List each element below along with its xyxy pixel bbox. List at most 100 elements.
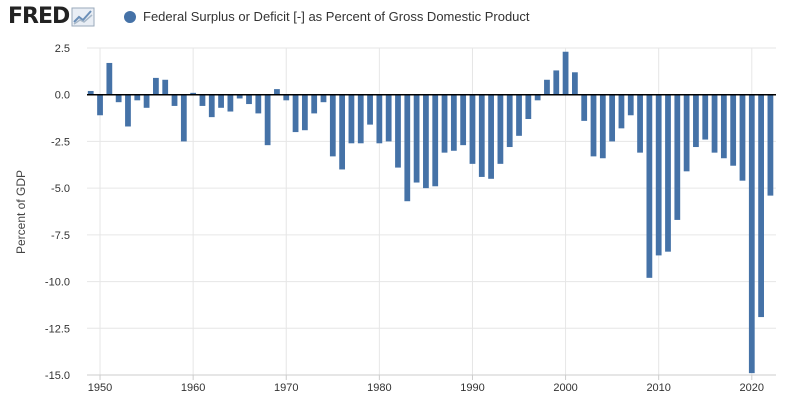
bar-1952[interactable]	[115, 94, 122, 103]
bar-2011[interactable]	[665, 94, 671, 252]
y-tick-label: -2.5	[51, 136, 70, 148]
bar-2007[interactable]	[627, 94, 634, 116]
bar-1993[interactable]	[497, 94, 504, 164]
y-tick-label: -15.0	[45, 370, 70, 382]
gridlines	[87, 47, 776, 376]
fred-chart-icon	[71, 7, 95, 27]
bar-1968[interactable]	[264, 94, 271, 146]
bar-1998[interactable]	[544, 79, 550, 95]
bar-1971[interactable]	[292, 94, 299, 133]
bar-2017[interactable]	[720, 94, 727, 159]
x-tick-label: 2020	[740, 382, 764, 394]
bar-1976[interactable]	[339, 94, 346, 170]
bar-1969[interactable]	[274, 89, 280, 95]
bar-2022[interactable]	[767, 94, 774, 196]
bar-1996[interactable]	[525, 94, 532, 120]
bar-1990[interactable]	[469, 94, 476, 164]
bar-1957[interactable]	[162, 79, 169, 95]
bars	[87, 51, 774, 374]
bar-1987[interactable]	[441, 94, 448, 153]
y-tick-label: -10.0	[45, 277, 70, 289]
bar-1981[interactable]	[385, 94, 392, 142]
bar-1955[interactable]	[143, 94, 150, 108]
bar-1959[interactable]	[180, 94, 187, 142]
bar-2001[interactable]	[572, 72, 578, 95]
bar-2002[interactable]	[581, 94, 588, 121]
legend-series-label: Federal Surplus or Deficit [-] as Percen…	[143, 9, 530, 24]
bar-1988[interactable]	[450, 94, 457, 151]
bar-1966[interactable]	[246, 94, 252, 105]
bar-1980[interactable]	[376, 94, 383, 144]
bar-1985[interactable]	[423, 94, 429, 189]
bar-2019[interactable]	[739, 94, 746, 181]
bar-2021[interactable]	[758, 94, 764, 318]
x-tick-label: 2000	[553, 382, 577, 394]
legend-series-marker	[124, 10, 136, 23]
x-axis-ticks: 1950 1960 1970 1980 1990 2000 2010 2020	[87, 374, 776, 394]
bar-1970[interactable]	[283, 94, 290, 101]
bar-2014[interactable]	[693, 94, 699, 148]
x-tick-label: 1950	[88, 382, 112, 394]
bar-1991[interactable]	[478, 94, 485, 177]
fred-logo[interactable]: FRED	[8, 4, 95, 30]
bar-1949[interactable]	[87, 90, 94, 95]
bar-2020[interactable]	[748, 94, 755, 374]
bar-2006[interactable]	[618, 94, 625, 129]
x-tick-label: 1990	[460, 382, 484, 394]
x-tick-label: 1970	[274, 382, 298, 394]
bar-2012[interactable]	[674, 94, 681, 220]
fred-logo-text: FRED	[8, 4, 70, 29]
bar-1961[interactable]	[199, 94, 206, 106]
bar-1960[interactable]	[190, 92, 197, 95]
bar-1984[interactable]	[413, 94, 420, 183]
bar-1951[interactable]	[106, 62, 113, 95]
bar-2015[interactable]	[702, 94, 709, 140]
bar-1973[interactable]	[311, 94, 318, 114]
bar-2000[interactable]	[562, 51, 569, 95]
y-axis-label: Percent of GDP	[14, 170, 28, 254]
bar-1974[interactable]	[320, 94, 327, 103]
bar-2018[interactable]	[730, 94, 737, 166]
y-tick-label: 2.5	[55, 43, 70, 55]
bar-1962[interactable]	[208, 94, 215, 118]
bar-1983[interactable]	[404, 94, 411, 202]
bar-1964[interactable]	[227, 94, 234, 112]
bar-2004[interactable]	[599, 94, 606, 159]
bar-2005[interactable]	[609, 94, 616, 142]
bar-1963[interactable]	[218, 94, 224, 108]
bar-2013[interactable]	[683, 94, 690, 172]
bar-1958[interactable]	[171, 94, 178, 106]
bar-1954[interactable]	[134, 94, 141, 101]
y-tick-label: -12.5	[45, 323, 70, 335]
x-tick-label: 1960	[181, 382, 205, 394]
bar-1975[interactable]	[329, 94, 336, 157]
bar-1950[interactable]	[97, 94, 103, 116]
bar-1956[interactable]	[153, 77, 159, 95]
bar-1997[interactable]	[534, 94, 541, 101]
bar-2010[interactable]	[655, 94, 662, 256]
bar-1953[interactable]	[125, 94, 131, 127]
bar-1994[interactable]	[506, 94, 513, 148]
bar-1999[interactable]	[553, 70, 560, 95]
bar-1995[interactable]	[516, 94, 522, 136]
bar-2003[interactable]	[590, 94, 597, 157]
bar-1972[interactable]	[301, 94, 308, 131]
y-tick-label: 0.0	[55, 90, 70, 102]
bar-2016[interactable]	[711, 94, 718, 153]
bar-1965[interactable]	[236, 94, 243, 99]
bar-1979[interactable]	[367, 94, 373, 125]
bar-1992[interactable]	[488, 94, 494, 179]
bar-1986[interactable]	[432, 94, 439, 187]
x-tick-label: 1980	[367, 382, 391, 394]
bar-chart: 2.50.0-2.5-5.0-7.5-10.0-12.5-15.0 1950 19…	[14, 43, 776, 394]
bar-1982[interactable]	[395, 94, 401, 168]
y-axis-ticks: 2.5 0.0 -2.5 -5.0 -7.5 -10.0 -12.5 -15.0	[45, 43, 70, 382]
bar-2009[interactable]	[646, 94, 653, 278]
bar-1967[interactable]	[255, 94, 262, 114]
y-tick-label: -7.5	[51, 230, 70, 242]
chart-legend[interactable]: Federal Surplus or Deficit [-] as Percen…	[124, 9, 530, 24]
bar-1989[interactable]	[460, 94, 467, 146]
bar-1978[interactable]	[357, 94, 364, 144]
bar-1977[interactable]	[348, 94, 355, 144]
bar-2008[interactable]	[637, 94, 643, 153]
